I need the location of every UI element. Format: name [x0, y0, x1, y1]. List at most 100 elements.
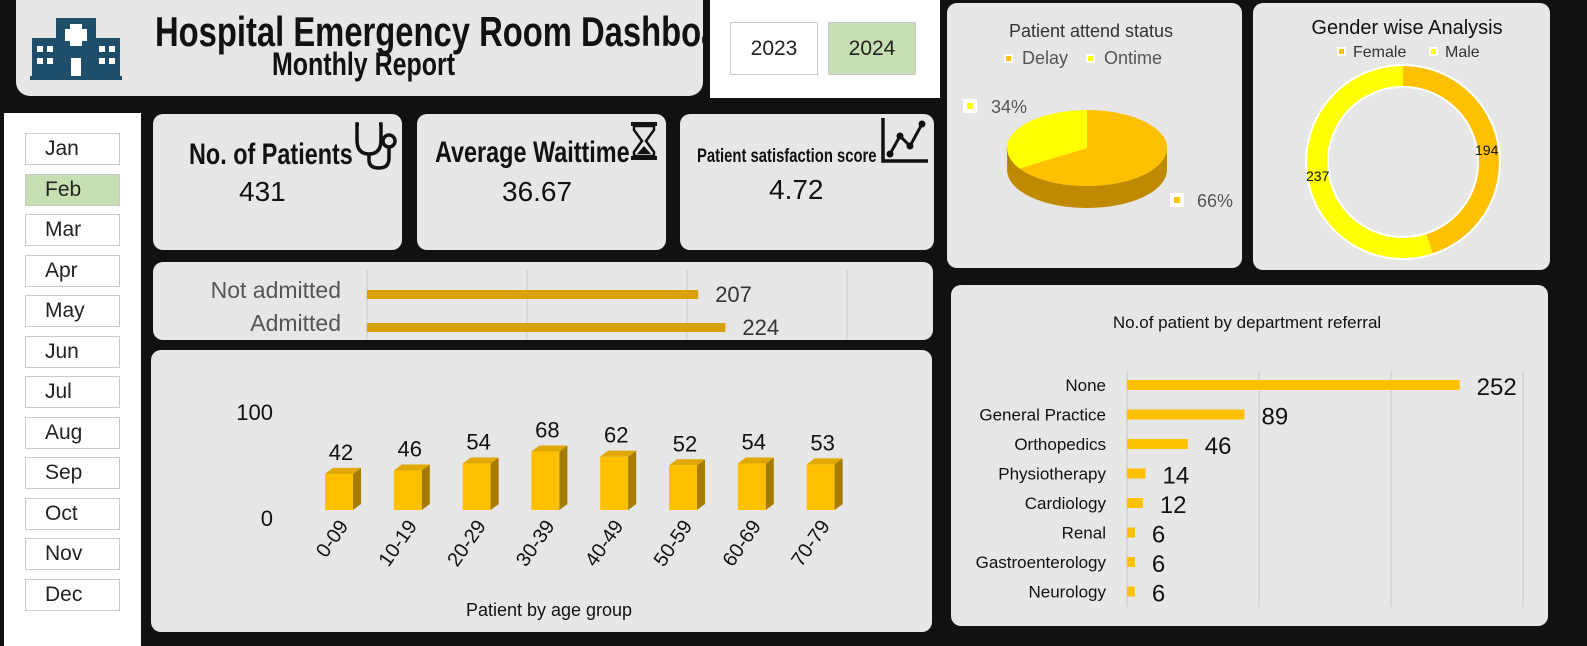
y-tick-label: 0	[261, 506, 273, 531]
month-button-jan[interactable]: Jan	[25, 133, 120, 165]
age-category-label: 50-59	[650, 516, 697, 571]
department-bar	[1127, 557, 1135, 567]
month-button-apr[interactable]: Apr	[25, 254, 120, 287]
kpi-waittime-card: Average Waittime 36.67	[417, 114, 666, 250]
department-category-label: Cardiology	[1025, 494, 1107, 513]
age-category-label: 60-69	[719, 516, 766, 571]
department-data-label: 12	[1160, 492, 1187, 519]
legend-swatch	[1088, 56, 1093, 61]
department-bar	[1127, 439, 1188, 449]
age-bar	[600, 456, 629, 510]
gender-chart-title: Gender wise Analysis	[1311, 17, 1502, 39]
month-button-jul[interactable]: Jul	[25, 376, 120, 408]
header-panel: Hospital Emergency Room Dashboard Monthl…	[16, 0, 752, 96]
month-button-dec[interactable]: Dec	[25, 578, 120, 611]
department-bar	[1127, 498, 1143, 508]
pie-side	[1007, 148, 1167, 208]
year-button-2024[interactable]: 2024	[828, 22, 916, 75]
age-chart-title: Patient by age group	[466, 600, 632, 620]
attend-status-panel: Patient attend status Delay Ontime 34% 66%	[947, 3, 1242, 268]
department-panel: No.of patient by department referral None…	[951, 285, 1548, 626]
gender-data-label: 194	[1475, 142, 1499, 158]
age-data-label: 62	[604, 423, 628, 448]
year-button-2023[interactable]: 2023	[730, 22, 818, 75]
gender-data-label: 237	[1306, 168, 1330, 184]
department-bar	[1127, 527, 1135, 538]
kpi-patients-label: No. of Patients	[189, 138, 353, 171]
gender-legend-label: Female	[1353, 44, 1406, 61]
legend-swatch	[1006, 56, 1011, 61]
month-button-feb[interactable]: Feb	[25, 173, 120, 206]
gender-legend-label: Male	[1445, 44, 1480, 61]
pie-slice-delay	[1019, 110, 1167, 187]
month-button-may[interactable]: May	[25, 295, 120, 327]
legend-swatch	[1431, 49, 1436, 54]
month-button-nov[interactable]: Nov	[25, 538, 120, 570]
department-data-label: 6	[1152, 581, 1165, 608]
month-button-oct[interactable]: Oct	[25, 497, 120, 530]
kpi-patients-card: No. of Patients 431	[153, 114, 402, 250]
kpi-satisfaction-label: Patient satisfaction score	[697, 146, 877, 167]
gender-chart: Gender wise Analysis Female Male 194 237	[1305, 17, 1503, 260]
month-button-mar[interactable]: Mar	[25, 214, 120, 246]
month-button-jun[interactable]: Jun	[25, 335, 120, 368]
month-button-sep[interactable]: Sep	[25, 457, 120, 489]
age-bar-top	[669, 459, 705, 466]
age-group-chart: 100 0 42 0-09 46 10-19 54 20-29 68 30-39 62 40-49 52…	[236, 400, 843, 620]
age-data-label: 52	[673, 431, 697, 456]
admission-chart: Not admitted 207 Admitted 224	[211, 270, 848, 340]
age-category-label: 20-29	[443, 516, 490, 571]
line-chart-icon	[881, 118, 928, 163]
department-category-label: General Practice	[979, 406, 1106, 425]
data-label-swatch	[1174, 197, 1180, 203]
department-bar	[1127, 380, 1460, 390]
admission-category-label: Admitted	[250, 310, 341, 336]
kpi-patients-value: 431	[239, 176, 286, 207]
y-tick-label: 100	[236, 400, 273, 425]
admission-bar	[367, 290, 699, 299]
age-category-label: 30-39	[512, 516, 559, 571]
attend-legend-label: Delay	[1022, 48, 1068, 68]
department-category-label: None	[1065, 376, 1106, 395]
age-data-label: 54	[742, 430, 766, 455]
age-bar	[462, 463, 491, 510]
age-bar-side	[628, 450, 637, 510]
admission-data-label: 224	[742, 315, 779, 340]
age-bar-side	[421, 464, 430, 510]
admission-data-label: 207	[715, 282, 752, 307]
department-chart: No.of patient by department referral None…	[976, 313, 1524, 608]
donut-outer-edge	[1305, 64, 1501, 260]
age-bar-side	[834, 458, 843, 510]
department-data-label: 6	[1152, 551, 1165, 578]
department-data-label: 252	[1477, 374, 1517, 401]
age-bar	[325, 473, 353, 510]
page-title: Hospital Emergency Room Dashboard	[155, 8, 753, 55]
age-category-label: 70-79	[787, 516, 834, 571]
age-bar	[737, 463, 766, 510]
department-data-label: 89	[1261, 404, 1288, 431]
gender-panel: Gender wise Analysis Female Male 194 237	[1253, 3, 1550, 270]
hospital-building-icon	[30, 18, 122, 80]
age-data-label: 68	[535, 418, 559, 443]
department-data-label: 14	[1162, 463, 1189, 490]
age-bar-side	[353, 467, 361, 510]
year-slicer: 2023 2024	[710, 0, 940, 98]
legend-swatch	[1339, 49, 1344, 54]
month-button-aug[interactable]: Aug	[25, 416, 120, 449]
department-data-label: 6	[1152, 522, 1165, 549]
department-category-label: Physiotherapy	[998, 465, 1106, 484]
age-bar	[669, 465, 697, 510]
age-bar-top	[462, 457, 499, 464]
age-bar-side	[559, 445, 568, 510]
donut-slice-female	[1402, 66, 1499, 254]
kpi-waittime-label: Average Waittime	[435, 136, 630, 169]
department-bar	[1127, 468, 1146, 479]
age-bar	[393, 470, 422, 510]
donut-inner-edge	[1327, 86, 1479, 238]
attend-chart-title: Patient attend status	[1009, 21, 1173, 41]
age-data-label: 42	[329, 440, 353, 465]
age-bar-top	[531, 445, 568, 452]
admission-category-label: Not admitted	[211, 277, 341, 303]
stethoscope-icon	[355, 122, 397, 170]
age-bar	[531, 451, 560, 510]
